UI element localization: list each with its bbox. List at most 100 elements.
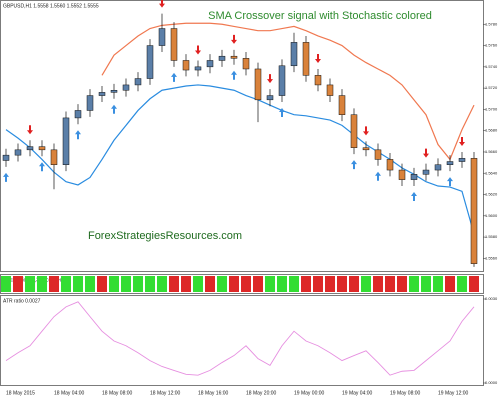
candle-body — [74, 110, 82, 119]
candle-body — [410, 174, 418, 180]
candle-body — [350, 114, 358, 148]
candle-body — [374, 149, 382, 160]
sell-arrow — [423, 148, 429, 158]
candle-body — [314, 75, 322, 86]
buy-arrow — [351, 160, 357, 170]
candle-body — [422, 169, 430, 175]
candle-body — [146, 45, 154, 79]
signal-bar — [157, 276, 167, 292]
buy-arrow — [231, 70, 237, 80]
y-tick-label: 1.5560 — [485, 255, 498, 260]
signal-bar — [373, 276, 383, 292]
strip-panel — [0, 274, 484, 294]
candle-body — [134, 78, 142, 86]
buy-arrow — [3, 172, 9, 182]
buy-arrow — [75, 130, 81, 140]
signal-bar — [85, 276, 95, 292]
candle-body — [38, 146, 46, 151]
candle-body — [218, 55, 226, 61]
signal-bar — [361, 276, 371, 292]
signal-bar — [73, 276, 83, 292]
candle-body — [50, 149, 58, 165]
candle-body — [386, 159, 394, 171]
sell-arrow — [195, 45, 201, 55]
candle-body — [158, 28, 166, 46]
signal-bar — [61, 276, 71, 292]
indicator-label: ATR ratio 0.0027 — [3, 298, 41, 304]
candle-body — [98, 92, 106, 96]
x-tick-label: 19 May 08:00 — [390, 390, 421, 396]
signal-bar — [229, 276, 239, 292]
y-tick-label: 1.5600 — [485, 213, 498, 218]
buy-arrow — [39, 162, 45, 172]
candle-body — [470, 158, 478, 264]
signal-bar — [121, 276, 131, 292]
candle-body — [302, 42, 310, 76]
x-tick-label: 18 May 2015 — [6, 390, 35, 396]
candle-body — [278, 65, 286, 96]
candle-body — [26, 146, 34, 151]
sell-arrow — [315, 53, 321, 63]
candle-body — [2, 154, 10, 161]
x-tick-label: 19 May 04:00 — [342, 390, 373, 396]
signal-bar — [49, 276, 59, 292]
signal-bar — [253, 276, 263, 292]
signal-bar — [277, 276, 287, 292]
signal-bar — [181, 276, 191, 292]
buy-arrow — [375, 171, 381, 181]
signal-bar — [421, 276, 431, 292]
signal-bar — [1, 276, 11, 292]
x-tick-label: 18 May 16:00 — [198, 390, 229, 396]
x-tick-label: 19 May 12:00 — [438, 390, 469, 396]
buy-arrow — [279, 107, 285, 117]
watermark: ForexStrategiesResources.com — [88, 230, 242, 242]
y-tick-label: 1.5640 — [485, 170, 498, 175]
indicator-line — [5, 301, 475, 376]
signal-bar — [241, 276, 251, 292]
signal-bar — [97, 276, 107, 292]
x-tick-label: 18 May 04:00 — [54, 390, 85, 396]
signal-bar — [265, 276, 275, 292]
sell-arrow — [27, 125, 33, 135]
candle-body — [230, 55, 238, 59]
buy-arrow — [411, 192, 417, 202]
x-tick-label: 19 May 00:00 — [294, 390, 325, 396]
candle-body — [458, 158, 466, 162]
y-tick-label: 1.5780 — [485, 21, 498, 26]
y-tick-label: 1.5720 — [485, 85, 498, 90]
candle-body — [62, 117, 70, 165]
signal-bar — [385, 276, 395, 292]
candle-body — [242, 58, 250, 70]
sell-arrow — [363, 126, 369, 136]
candle-body — [398, 169, 406, 180]
lower-band — [5, 84, 475, 235]
y-tick-label: 1.5660 — [485, 149, 498, 154]
signal-bar — [433, 276, 443, 292]
candle-body — [326, 84, 334, 96]
signal-bar — [169, 276, 179, 292]
y-tick-label: 1.5700 — [485, 106, 498, 111]
upper-band — [101, 22, 475, 161]
price-panel — [0, 0, 484, 272]
signal-bar — [13, 276, 23, 292]
y-tick-label: 0.0000 — [485, 380, 498, 385]
signal-bar — [397, 276, 407, 292]
sell-arrow — [267, 74, 273, 84]
chart-title: SMA Crossover signal with Stochastic col… — [208, 10, 432, 22]
signal-bar — [133, 276, 143, 292]
y-tick-label: 1.5620 — [485, 192, 498, 197]
candle-body — [434, 164, 442, 171]
buy-arrow — [447, 177, 453, 187]
signal-bar — [193, 276, 203, 292]
signal-bar — [145, 276, 155, 292]
y-tick-label: 0.0030 — [485, 296, 498, 301]
candle-body — [290, 42, 298, 67]
candle-body — [446, 161, 454, 165]
x-tick-label: 18 May 08:00 — [102, 390, 133, 396]
candle-body — [254, 68, 262, 101]
signal-bar — [325, 276, 335, 292]
x-tick-label: 18 May 12:00 — [150, 390, 181, 396]
x-tick-label: 18 May 20:00 — [246, 390, 277, 396]
sell-arrow — [459, 136, 465, 146]
